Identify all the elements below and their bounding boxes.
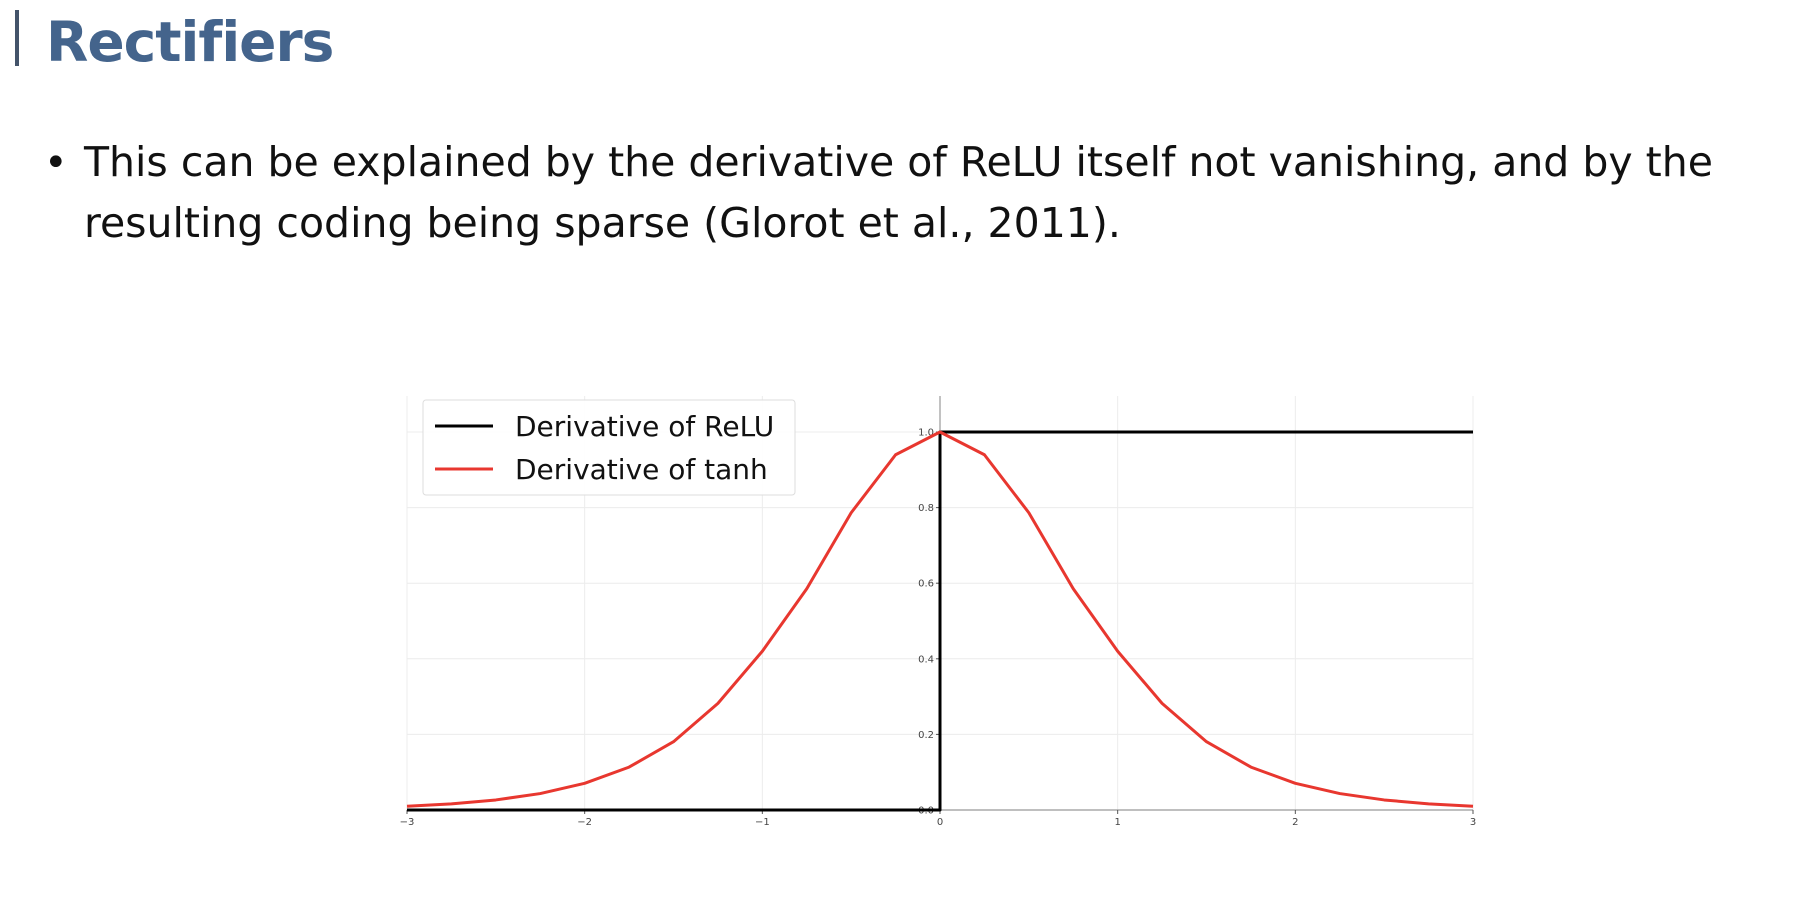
bullet-item: • This can be explained by the derivativ… [44, 132, 1764, 254]
series-line-derivative-of-relu [407, 430, 1473, 812]
slide-title: Rectifiers [46, 10, 334, 74]
x-tick-label-5: 2 [1292, 817, 1298, 828]
x-tick-label-2: −1 [755, 817, 770, 828]
x-tick-label-1: −2 [577, 817, 592, 828]
bullet-text: This can be explained by the derivative … [84, 138, 1713, 247]
bullet-dot-icon: • [44, 140, 68, 186]
y-tick-label-4: 0.8 [918, 503, 934, 514]
legend-label-0: Derivative of ReLU [515, 410, 774, 443]
x-tick-label-4: 1 [1114, 817, 1120, 828]
y-tick-label-5: 1.0 [918, 428, 934, 439]
title-accent-bar [15, 10, 19, 66]
chart-series [406, 430, 1474, 812]
x-tick-label-6: 3 [1470, 817, 1476, 828]
chart-legend: Derivative of ReLU Derivative of tanh [422, 399, 796, 496]
y-tick-label-1: 0.2 [918, 730, 934, 741]
series-line-derivative-of-tanh [406, 430, 1474, 808]
y-tick-label-2: 0.4 [918, 654, 934, 665]
x-tick-label-3: 0 [937, 817, 943, 828]
derivative-chart: −3 −2 −1 0 1 2 30.00.20.40.60.81.0 Derivative … [400, 396, 1476, 828]
x-tick-label-0: −3 [400, 817, 415, 828]
legend-box [422, 399, 796, 496]
y-tick-label-3: 0.6 [918, 579, 934, 590]
legend-label-1: Derivative of tanh [515, 453, 768, 486]
